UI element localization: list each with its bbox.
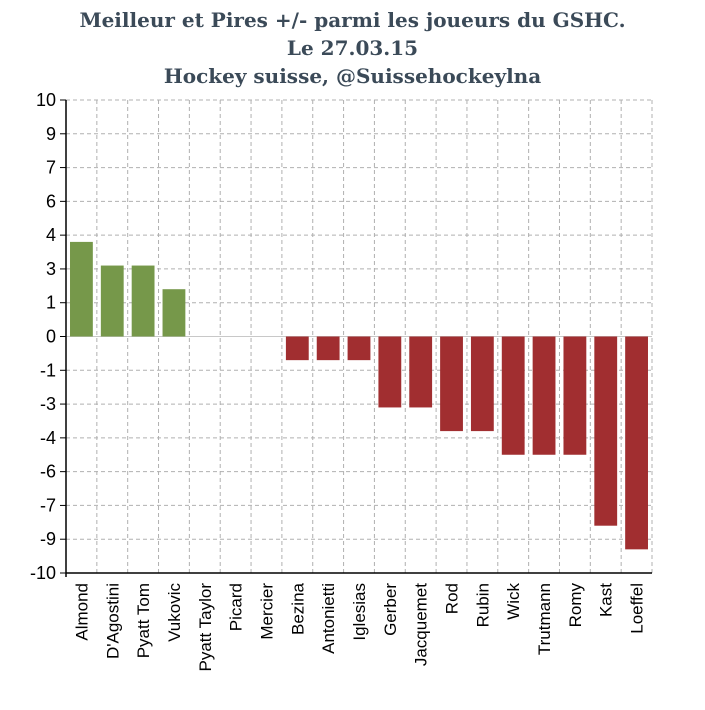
y-tick-label: -9 <box>40 529 56 549</box>
x-tick-label: Jacquemet <box>412 583 431 666</box>
bar-iglesias <box>347 336 371 361</box>
title-line-1: Meilleur et Pires +/- parmi les joueurs … <box>79 8 626 32</box>
chart-title: Meilleur et Pires +/- parmi les joueurs … <box>0 6 705 90</box>
y-tick-label: 6 <box>46 191 56 211</box>
x-tick-label: Almond <box>72 583 91 641</box>
bar-kast <box>594 336 618 526</box>
bar-romy <box>563 336 587 455</box>
y-tick-label: -1 <box>40 360 56 380</box>
bar-d-agostini <box>100 265 124 337</box>
y-tick-label: 10 <box>36 90 56 110</box>
title-line-2: Le 27.03.15 <box>286 36 419 60</box>
title-line-3: Hockey suisse, @Suissehockeylna <box>163 64 542 88</box>
x-tick-label: Gerber <box>381 583 400 636</box>
y-tick-label: -3 <box>40 394 56 414</box>
x-tick-label: Loeffel <box>628 583 647 634</box>
x-tick-label: Kast <box>597 583 616 617</box>
x-tick-label: Antonietti <box>319 583 338 654</box>
y-tick-label: 7 <box>46 158 56 178</box>
bar-jacquemet <box>409 336 433 408</box>
x-tick-label: Pyatt Tom <box>134 583 153 658</box>
bar-pyatt-tom <box>131 265 155 337</box>
bar-gerber <box>378 336 402 408</box>
x-tick-label: Rod <box>443 583 462 614</box>
x-tick-label: Picard <box>227 583 246 631</box>
y-tick-label: 4 <box>46 225 56 245</box>
y-tick-label: -6 <box>40 462 56 482</box>
y-tick-label: 3 <box>46 259 56 279</box>
y-tick-label: -7 <box>40 495 56 515</box>
x-tick-label: Pyatt Taylor <box>196 583 215 672</box>
y-tick-label: -10 <box>30 563 56 583</box>
bar-vukovic <box>162 289 186 337</box>
bar-trutmann <box>532 336 556 455</box>
bar-rubin <box>470 336 494 432</box>
y-tick-label: 9 <box>46 124 56 144</box>
x-tick-label: Iglesias <box>350 583 369 641</box>
x-tick-label: Trutmann <box>535 583 554 655</box>
x-tick-label: Rubin <box>473 583 492 627</box>
x-tick-label: Bezina <box>288 582 307 635</box>
y-tick-label: 1 <box>46 293 56 313</box>
y-tick-label: 0 <box>46 327 56 347</box>
bar-bezina <box>285 336 309 361</box>
x-tick-label: Romy <box>566 583 585 628</box>
x-tick-label: Mercier <box>257 583 276 640</box>
bar-almond <box>70 241 93 337</box>
y-tick-label: -4 <box>40 428 56 448</box>
bar-loeffel <box>625 336 648 550</box>
bar-rod <box>440 336 463 432</box>
x-tick-label: D'Agostini <box>103 583 122 659</box>
x-tick-label: Wick <box>504 583 523 620</box>
x-tick-label: Vukovic <box>165 583 184 642</box>
bar-antonietti <box>316 336 340 361</box>
bar-wick <box>501 336 525 455</box>
